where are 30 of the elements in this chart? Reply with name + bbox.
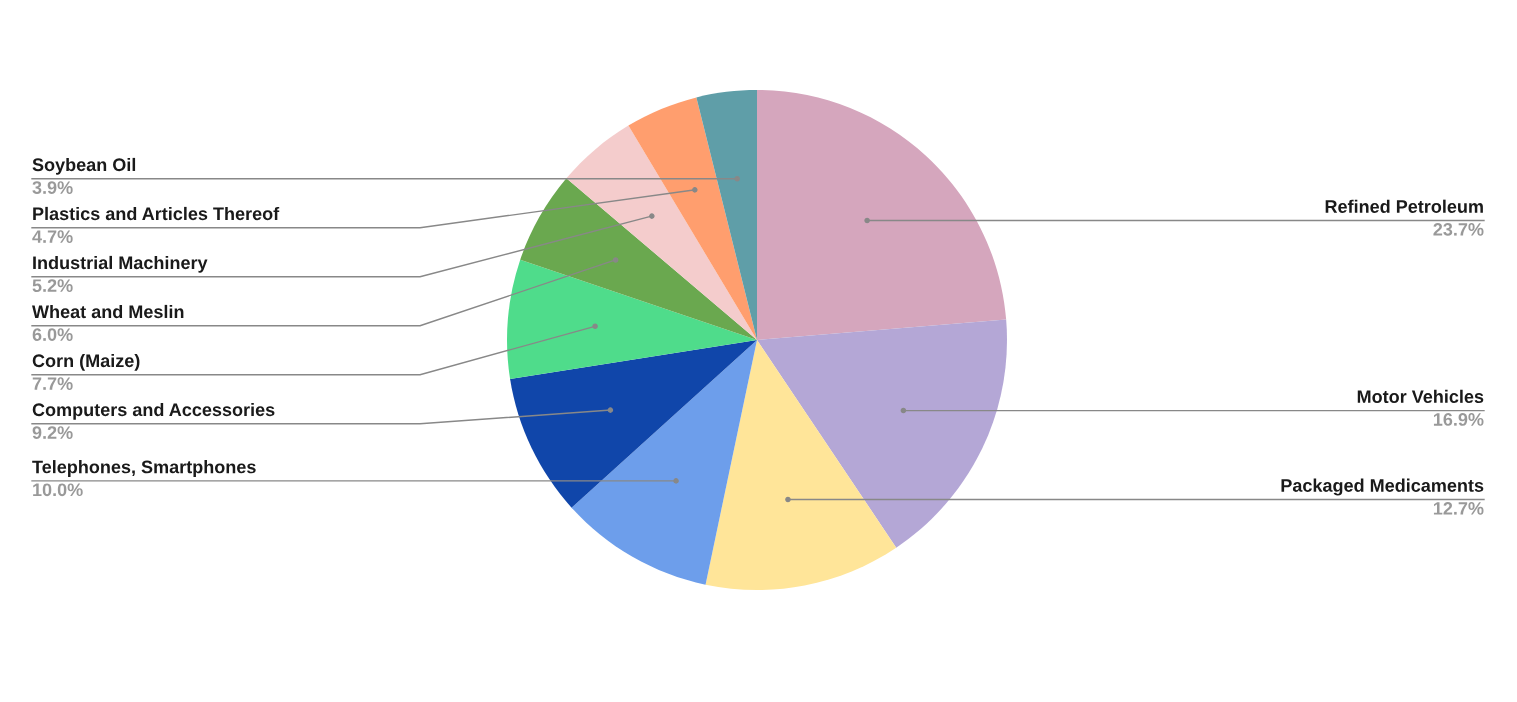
pie-slice: [571, 340, 757, 585]
pie-slice: [628, 97, 757, 340]
data-label: 3.9%: [32, 181, 73, 195]
slice-label: Plastics and Articles Thereof: [33, 206, 280, 221]
pie-slice: [705, 340, 897, 590]
data-label: 5.2%: [32, 279, 73, 292]
data-label: 10.0%: [33, 483, 83, 497]
data-label: 12.7%: [1433, 502, 1484, 515]
slice-label: Corn (Maize): [32, 353, 140, 371]
pie-slice: [566, 125, 757, 340]
pie-slice: [520, 178, 757, 340]
pie-slice: [510, 340, 757, 508]
data-label: 16.9%: [1433, 413, 1484, 426]
slice-label: Soybean Oil: [32, 157, 136, 175]
slice-label: Telephones, Smartphones: [32, 460, 256, 477]
pie-slice: [757, 319, 1007, 548]
pie-slice: [696, 90, 757, 340]
data-label: 6.0%: [32, 328, 73, 341]
data-label: 23.7%: [1433, 222, 1484, 236]
pie-slice: [757, 90, 1007, 340]
slice-label: Refined Petroleum: [1325, 199, 1483, 213]
slice-label: Wheat and Meslin: [32, 304, 184, 319]
slice-label: Computers and Accessories: [32, 402, 275, 420]
slice-label: Motor Vehicles: [1357, 389, 1484, 403]
data-label: 9.2%: [32, 426, 73, 439]
slice-label: Packaged Medicaments: [1281, 478, 1484, 496]
slice-label: Industrial Machinery: [33, 255, 208, 273]
pie-slice: [507, 259, 757, 380]
data-label: 4.7%: [32, 230, 73, 243]
data-label: 7.7%: [32, 377, 73, 390]
